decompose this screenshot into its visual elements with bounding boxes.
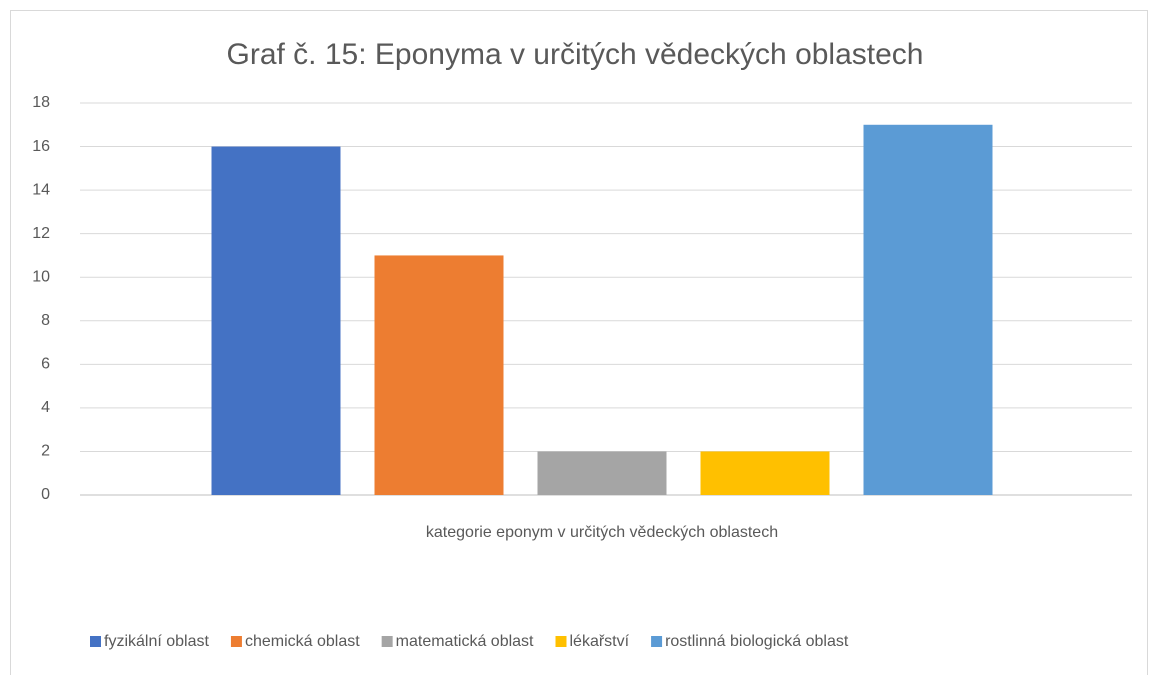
bar	[537, 451, 667, 495]
y-tick-label: 10	[32, 268, 50, 285]
chart-title: Graf č. 15: Eponyma v určitých vědeckých…	[227, 38, 924, 71]
legend-label: fyzikální oblast	[104, 633, 209, 650]
y-tick-label: 18	[32, 94, 50, 111]
y-tick-label: 6	[41, 356, 50, 373]
bar	[700, 451, 830, 495]
legend-label: matematická oblast	[396, 633, 534, 650]
legend-label: chemická oblast	[245, 633, 360, 650]
legend-label: rostlinná biologická oblast	[665, 633, 849, 650]
y-tick-label: 8	[41, 312, 50, 329]
legend-swatch	[230, 636, 242, 647]
y-tick-label: 16	[32, 138, 50, 155]
y-tick-label: 0	[41, 486, 50, 503]
legend-swatch	[90, 636, 101, 647]
x-tick-label: kategorie eponym v určitých vědeckých ob…	[426, 524, 778, 541]
bar	[211, 146, 341, 496]
bar	[374, 255, 504, 495]
y-tick-label: 2	[41, 443, 50, 460]
y-tick-label: 4	[41, 399, 50, 416]
legend-label: lékařství	[570, 633, 630, 650]
legend-swatch	[381, 636, 393, 647]
legend-swatch	[651, 636, 663, 647]
legend-swatch	[555, 636, 567, 647]
bar	[863, 124, 993, 496]
y-tick-label: 14	[32, 181, 50, 198]
y-tick-label: 12	[32, 225, 50, 242]
